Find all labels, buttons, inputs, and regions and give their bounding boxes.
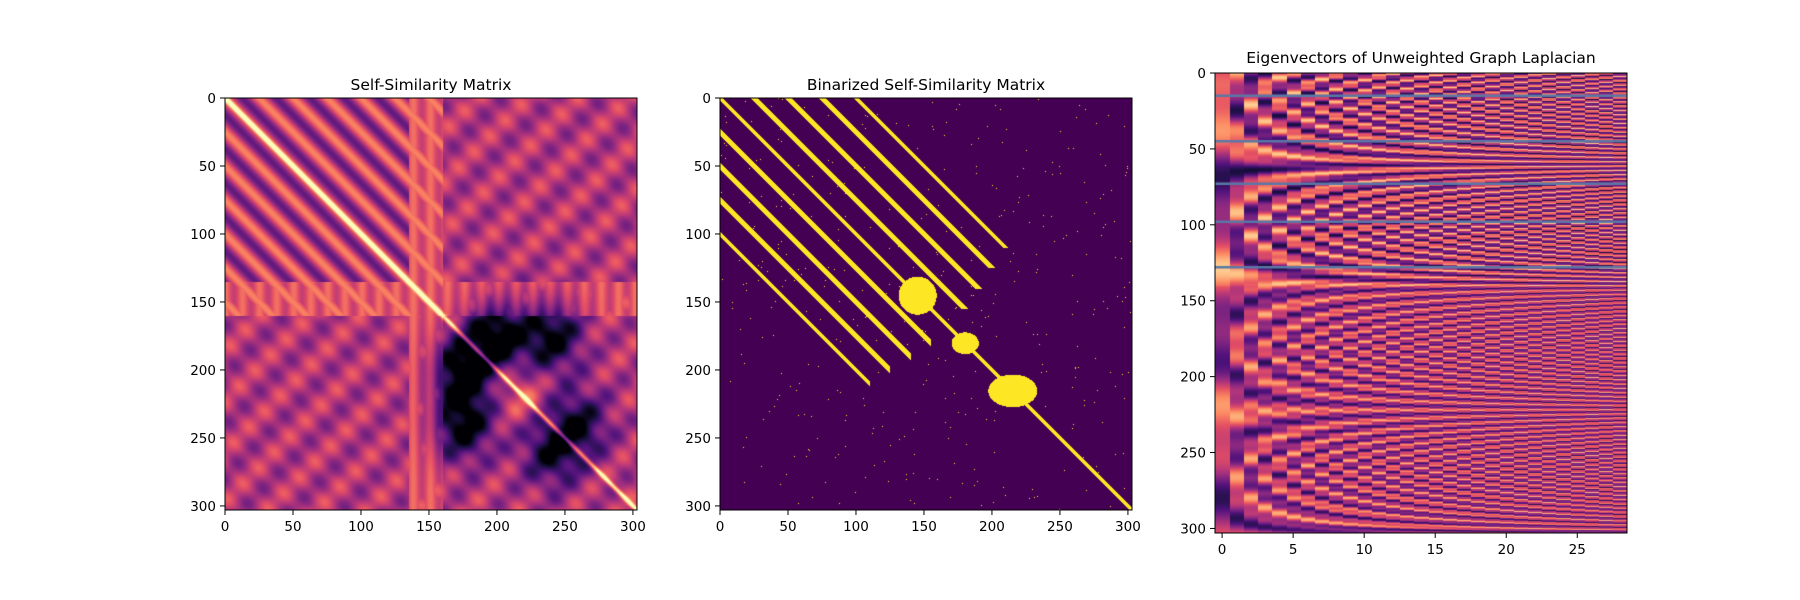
panel-2-xtick-label: 100 (843, 519, 869, 535)
panel-1-ytick-label: 50 (199, 159, 216, 175)
panel-3-ytick-label: 0 (1197, 66, 1206, 82)
panel-1-ytick-label: 200 (190, 363, 216, 379)
panel-2-ytick-label: 0 (702, 91, 711, 107)
panel-binarized: Binarized Self-Similarity Matrix 0 50 100 1… (685, 76, 1141, 535)
panel-3-ytick-label: 100 (1180, 218, 1206, 234)
panel-1-xtick-label: 100 (348, 519, 374, 535)
panel-1-title: Self-Similarity Matrix (351, 76, 512, 94)
panel-3-frame (1214, 72, 1628, 534)
panel-2-ytick-label: 50 (694, 159, 711, 175)
panel-2-ytick-label: 150 (685, 295, 711, 311)
panel-2-ytick-label: 250 (685, 431, 711, 447)
panel-2-xtick-label: 200 (979, 519, 1005, 535)
panel-2-xtick-label: 300 (1115, 519, 1141, 535)
panel-1-xtick-label: 150 (416, 519, 442, 535)
panel-3-xtick-label: 20 (1498, 542, 1515, 558)
panel-self-similarity: Self-Similarity Matrix 0 50 100 150 200 250 30… (190, 76, 646, 535)
eigenvector-heatmap (1215, 73, 1627, 533)
panel-2-ytick-label: 100 (685, 227, 711, 243)
panel-1-ytick-label: 100 (190, 227, 216, 243)
panel-3-xtick-label: 10 (1356, 542, 1373, 558)
panel-3-ytick-label: 150 (1180, 294, 1206, 310)
binarized-heatmap (720, 98, 1132, 510)
panel-1-ytick-label: 250 (190, 431, 216, 447)
panel-1-xtick-label: 250 (552, 519, 578, 535)
panel-1-xtick-label: 300 (620, 519, 646, 535)
panel-eigenvectors: Eigenvectors of Unweighted Graph Laplaci… (1180, 49, 1628, 558)
panel-3-ytick-label: 300 (1180, 521, 1206, 537)
panel-3-xtick-label: 25 (1569, 542, 1586, 558)
panel-3-xtick-label: 5 (1289, 542, 1298, 558)
panel-1-frame (224, 97, 638, 511)
panel-3-xtick-label: 15 (1427, 542, 1444, 558)
panel-2-ytick-label: 200 (685, 363, 711, 379)
panel-3-xtick-label: 0 (1218, 542, 1227, 558)
panel-1-ytick-label: 300 (190, 499, 216, 515)
panel-2-ytick-label: 300 (685, 499, 711, 515)
panel-2-xtick-label: 0 (716, 519, 725, 535)
panel-2-xtick-label: 150 (911, 519, 937, 535)
panel-3-ytick-label: 250 (1180, 446, 1206, 462)
panel-1-xtick-label: 200 (484, 519, 510, 535)
panel-1-xtick-label: 0 (221, 519, 230, 535)
self-similarity-heatmap (225, 98, 637, 510)
panel-3-ytick-label: 200 (1180, 370, 1206, 386)
panel-2-xtick-label: 50 (779, 519, 796, 535)
panel-2-frame (719, 97, 1133, 511)
panel-1-ytick-label: 0 (207, 91, 216, 107)
panel-2-xtick-label: 250 (1047, 519, 1073, 535)
panel-1-xtick-label: 50 (284, 519, 301, 535)
panel-2-title: Binarized Self-Similarity Matrix (807, 76, 1045, 94)
panel-3-ytick-label: 50 (1189, 142, 1206, 158)
panel-3-title: Eigenvectors of Unweighted Graph Laplaci… (1246, 49, 1595, 67)
panel-1-ytick-label: 150 (190, 295, 216, 311)
